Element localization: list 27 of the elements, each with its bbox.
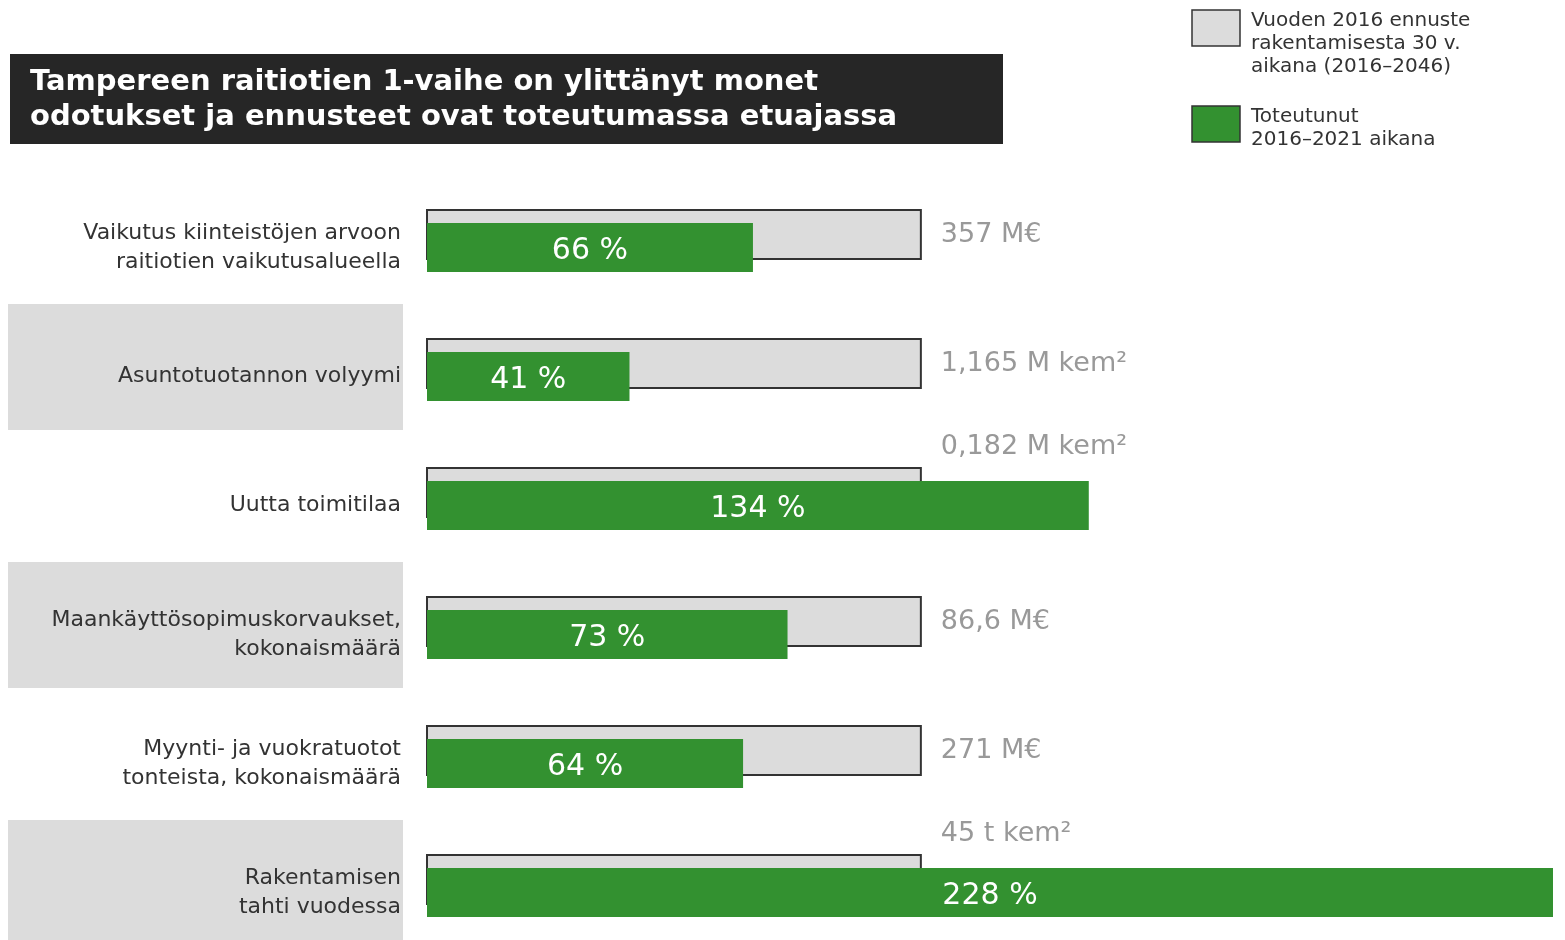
annotation: 357 M€ [940, 217, 1042, 248]
bar [427, 868, 1553, 917]
bar [427, 739, 744, 788]
legend-label: Vuoden 2016 ennuste rakentamisesta 30 v. aikana (2016–2046) [1251, 7, 1471, 77]
data-label: 66 % [551, 230, 629, 266]
bar [427, 223, 753, 272]
y-tick-label: Asuntotuotannon volyymi [117, 362, 401, 387]
y-tick-label: Vaikutus kiinteistöjen arvoon raitiotien vaikutusalueella [83, 218, 401, 273]
data-label: 41 % [490, 359, 567, 395]
bar [427, 481, 1089, 530]
annotation: 1,165 M kem² [940, 346, 1128, 377]
bar [427, 352, 630, 401]
y-tick-label: Uutta toimitilaa [229, 491, 401, 516]
annotation: 0,182 M kem² [940, 429, 1128, 460]
data-label: 134 % [710, 488, 806, 524]
annotation: 45 t kem² [940, 816, 1072, 847]
legend-label: Toteutunut 2016–2021 aikana [1250, 103, 1436, 150]
chart-title: Tampereen raitiotien 1-vaihe on ylittänyt monet odotukset ja ennusteet ovat toteutumassa etuajassa [30, 63, 898, 132]
bar [427, 610, 788, 659]
y-tick-label: Myynti- ja vuokratuotot tonteista, kokonaismäärä [122, 734, 402, 789]
annotation: 271 M€ [940, 733, 1042, 764]
data-label: 64 % [546, 746, 624, 782]
data-label: 73 % [569, 617, 646, 653]
y-tick-label: Maankäyttösopimuskorvaukset, kokonaismäärä [51, 605, 401, 660]
annotation: 86,6 M€ [940, 604, 1051, 635]
y-tick-label: Rakentamisen tahti vuodessa [238, 863, 401, 918]
data-label: 228 % [942, 875, 1038, 911]
